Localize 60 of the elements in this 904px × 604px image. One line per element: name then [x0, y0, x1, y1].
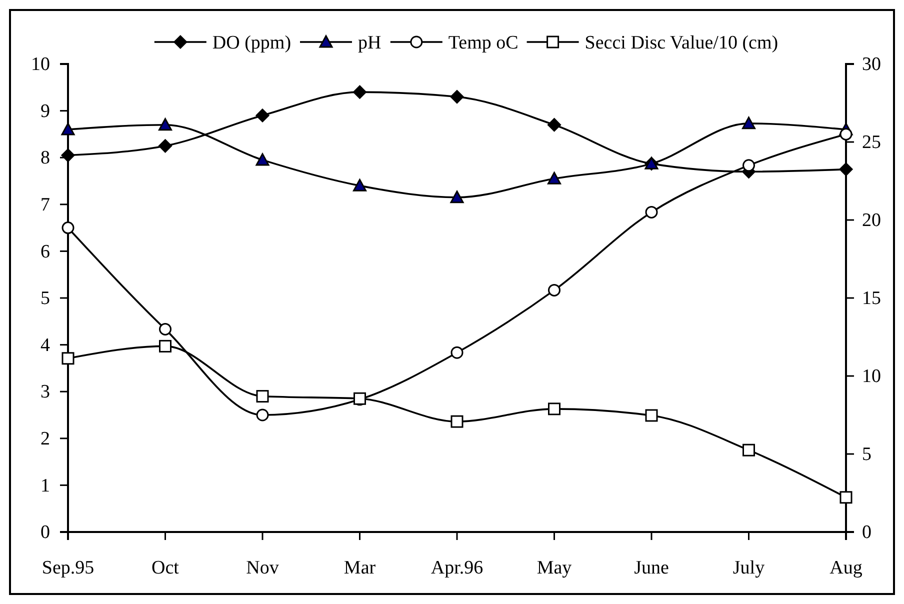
point — [256, 153, 270, 166]
legend-label: DO (ppm) — [212, 32, 292, 54]
y-tick-label: 10 — [31, 54, 50, 76]
point — [450, 415, 464, 428]
point — [158, 118, 172, 131]
y2-tick-label: 15 — [862, 288, 881, 310]
y-tick-label: 2 — [40, 428, 50, 450]
y2-tick-label: 5 — [862, 444, 872, 466]
point — [645, 206, 658, 218]
y-tick-label: 4 — [40, 334, 50, 356]
y2-tick-label: 25 — [862, 132, 881, 154]
point — [61, 122, 75, 136]
point — [353, 85, 366, 99]
legend-label: pH — [358, 32, 382, 54]
point — [450, 190, 464, 204]
y2-tick-label: 10 — [862, 366, 881, 388]
point — [256, 390, 269, 403]
y-tick-label: 7 — [40, 194, 50, 216]
y-tick-label: 0 — [40, 522, 50, 544]
point — [840, 128, 852, 140]
point — [450, 346, 464, 359]
x-tick-label: May — [536, 557, 572, 578]
x-tick-label: Mar — [344, 557, 376, 578]
y-tick-label: 1 — [40, 475, 50, 496]
point — [742, 444, 755, 456]
y-tick-label: 5 — [40, 288, 50, 310]
point — [450, 90, 464, 104]
x-tick-label: Apr.96 — [430, 557, 484, 578]
x-tick-label: June — [634, 557, 669, 578]
point — [159, 322, 172, 336]
x-tick-label: July — [732, 557, 766, 578]
point — [548, 118, 561, 132]
point — [256, 408, 269, 422]
point — [353, 178, 366, 192]
x-tick-label: Sep.95 — [42, 557, 94, 578]
point — [158, 139, 172, 153]
point — [62, 352, 74, 365]
y2-tick-label: 30 — [862, 54, 881, 76]
point — [159, 340, 172, 352]
point — [548, 172, 561, 184]
x-tick-label: Oct — [152, 557, 180, 578]
point — [742, 116, 756, 130]
point — [839, 162, 853, 176]
point — [742, 159, 755, 172]
point — [256, 108, 270, 122]
point — [548, 284, 560, 296]
y-tick-label: 8 — [40, 148, 50, 169]
legend-label: Secci Disc Value/10 (cm) — [584, 32, 778, 54]
legend-label: Temp oC — [448, 32, 518, 54]
point — [645, 409, 658, 422]
point — [548, 402, 560, 416]
y-tick-label: 3 — [40, 382, 50, 403]
y2-tick-label: 0 — [862, 522, 872, 544]
x-tick-label: Aug — [830, 557, 863, 578]
x-tick-label: Nov — [246, 557, 280, 578]
point — [840, 491, 852, 504]
y2-tick-label: 20 — [862, 210, 881, 232]
y-tick-label: 6 — [40, 241, 50, 262]
point — [62, 222, 74, 234]
y-tick-label: 9 — [40, 100, 50, 122]
